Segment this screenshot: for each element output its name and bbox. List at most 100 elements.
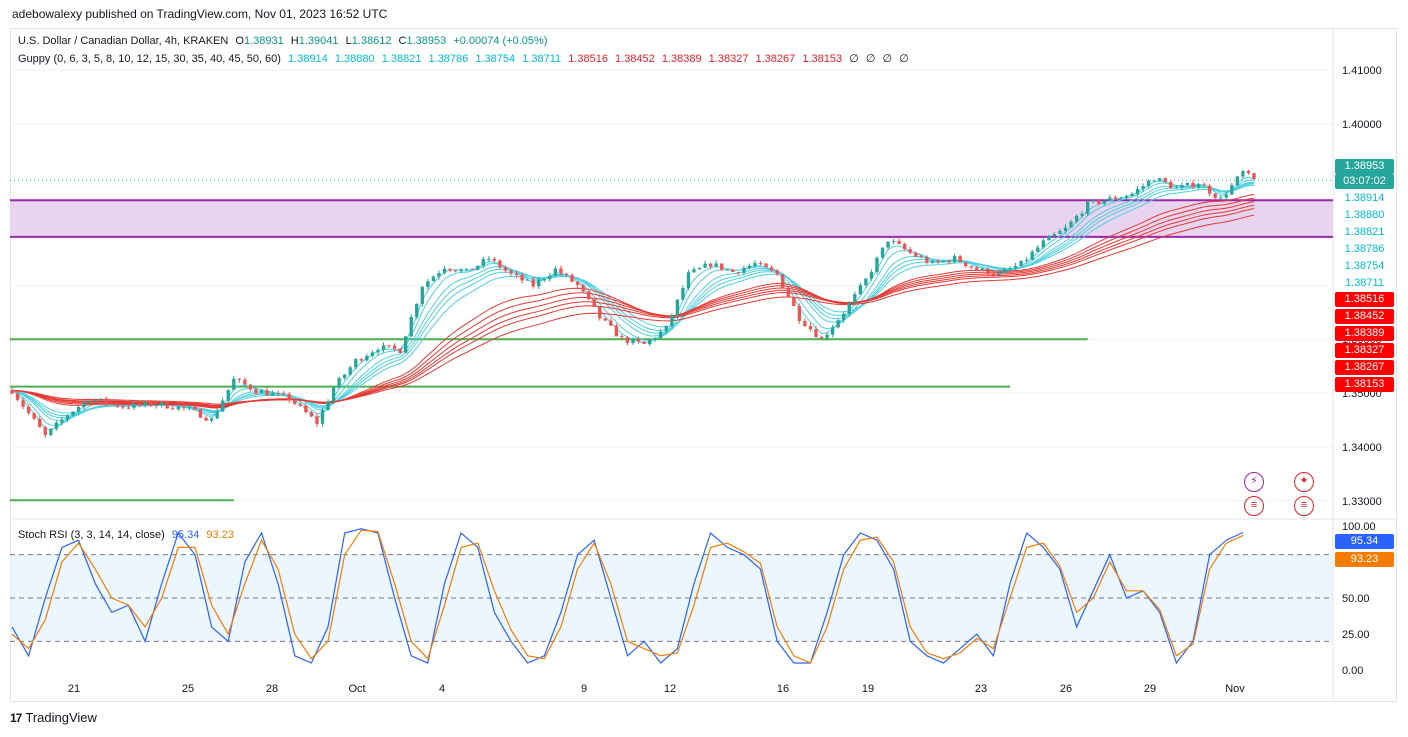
candle-body: [1080, 213, 1084, 216]
candle-body: [265, 390, 269, 396]
candle-body: [537, 279, 541, 287]
candle-body: [259, 390, 264, 394]
us-flag-icon[interactable]: ≡: [1294, 496, 1314, 516]
lightning-event-icon[interactable]: ⚡: [1244, 472, 1264, 492]
candle-body: [559, 268, 563, 274]
candle-body: [592, 299, 596, 307]
candle-body: [941, 260, 946, 262]
stoch-title: Stoch RSI (3, 3, 14, 14, close): [18, 529, 165, 541]
candle-body: [187, 406, 192, 408]
candle-body: [642, 341, 646, 344]
canada-flag-icon[interactable]: ✦: [1294, 472, 1314, 492]
candle-body: [825, 334, 829, 339]
candle-body: [54, 422, 59, 429]
candle-body: [487, 258, 491, 260]
candle-body: [104, 398, 108, 404]
candle-body: [115, 403, 120, 407]
stoch-tick-label: 50.00: [1342, 593, 1370, 605]
candle-body: [891, 240, 896, 242]
candle-body: [215, 411, 219, 419]
candle-body: [243, 379, 247, 385]
candle-body: [836, 320, 840, 328]
candle-body: [1152, 180, 1156, 182]
candle-body: [221, 400, 225, 412]
us-flag-icon[interactable]: ≡: [1244, 496, 1264, 516]
candle-body: [476, 265, 480, 270]
stoch-tick-label: 25.00: [1342, 629, 1370, 641]
guppy-price-tag: 1.38327: [1335, 343, 1394, 358]
time-tick-label: 28: [266, 683, 278, 695]
candle-body: [808, 326, 813, 330]
candle-body: [736, 272, 741, 274]
guppy-value: 1.38821: [381, 53, 422, 65]
candle-body: [958, 256, 962, 263]
candle-body: [270, 393, 275, 396]
candle-body: [753, 263, 757, 266]
stoch-legend: Stoch RSI (3, 3, 14, 14, close) 95.34 93…: [18, 529, 238, 541]
guppy-price-tag: 1.38389: [1335, 326, 1394, 341]
candle-body: [354, 359, 358, 368]
guppy-value: 1.38452: [615, 53, 655, 65]
candle-body: [919, 256, 923, 258]
guppy-fast-ema: [11, 184, 1255, 414]
candle-body: [1052, 234, 1057, 237]
candle-body: [653, 338, 657, 340]
candle-body: [864, 278, 868, 286]
time-tick-label: 21: [68, 683, 80, 695]
candle-body: [1030, 251, 1034, 260]
candle-body: [398, 348, 402, 353]
candle-body: [564, 273, 569, 275]
candle-body: [1097, 200, 1101, 204]
candle-body: [880, 247, 885, 258]
time-tick-label: Nov: [1225, 683, 1245, 695]
candle-body: [1119, 197, 1123, 200]
ohlc-low: L1.38612: [345, 35, 392, 47]
candle-body: [897, 240, 901, 244]
candle-body: [1102, 201, 1106, 204]
candle-body: [1085, 201, 1090, 214]
candle-body: [1113, 197, 1118, 200]
candle-body: [498, 260, 502, 268]
guppy-price-tag: 1.38880: [1335, 208, 1394, 223]
candle-body: [1213, 193, 1217, 198]
candle-body: [254, 389, 258, 394]
tradingview-footer[interactable]: 17 TradingView: [10, 710, 97, 725]
candle-body: [182, 406, 186, 408]
candle-body: [903, 243, 907, 250]
guppy-slow-ema: [11, 197, 1255, 408]
candle-body: [792, 297, 796, 307]
candle-body: [509, 270, 513, 274]
guppy-value: 1.38389: [661, 53, 702, 65]
candle-body: [747, 265, 752, 269]
candle-body: [631, 338, 635, 343]
candle-body: [503, 267, 508, 271]
publisher-info: adebowalexy published on TradingView.com…: [12, 7, 388, 21]
candle-body: [1185, 182, 1190, 186]
candle-body: [431, 276, 436, 282]
candle-body: [32, 412, 36, 419]
guppy-value: 1.38914: [288, 53, 328, 65]
candle-body: [1252, 173, 1256, 180]
candle-body: [531, 279, 535, 287]
candle-body: [647, 339, 652, 344]
candle-body: [132, 403, 136, 408]
candle-body: [1108, 197, 1112, 202]
tradingview-brand: TradingView: [25, 710, 97, 725]
guppy-price-tag: 1.38711: [1335, 276, 1394, 291]
candle-body: [437, 272, 441, 277]
candle-body: [598, 306, 602, 319]
candle-body: [758, 263, 763, 265]
candle-body: [575, 281, 580, 285]
guppy-fast-ema: [11, 183, 1255, 417]
price-change: +0.00074 (+0.05%): [453, 35, 548, 47]
candle-body: [171, 408, 175, 410]
candle-body: [448, 268, 452, 271]
candle-body: [775, 270, 779, 275]
guppy-value: 1.38516: [568, 53, 608, 65]
candle-body: [1091, 200, 1095, 202]
time-tick-label: Oct: [348, 683, 365, 695]
candle-body: [603, 318, 607, 321]
candle-body: [121, 406, 125, 408]
candle-body: [553, 268, 558, 276]
